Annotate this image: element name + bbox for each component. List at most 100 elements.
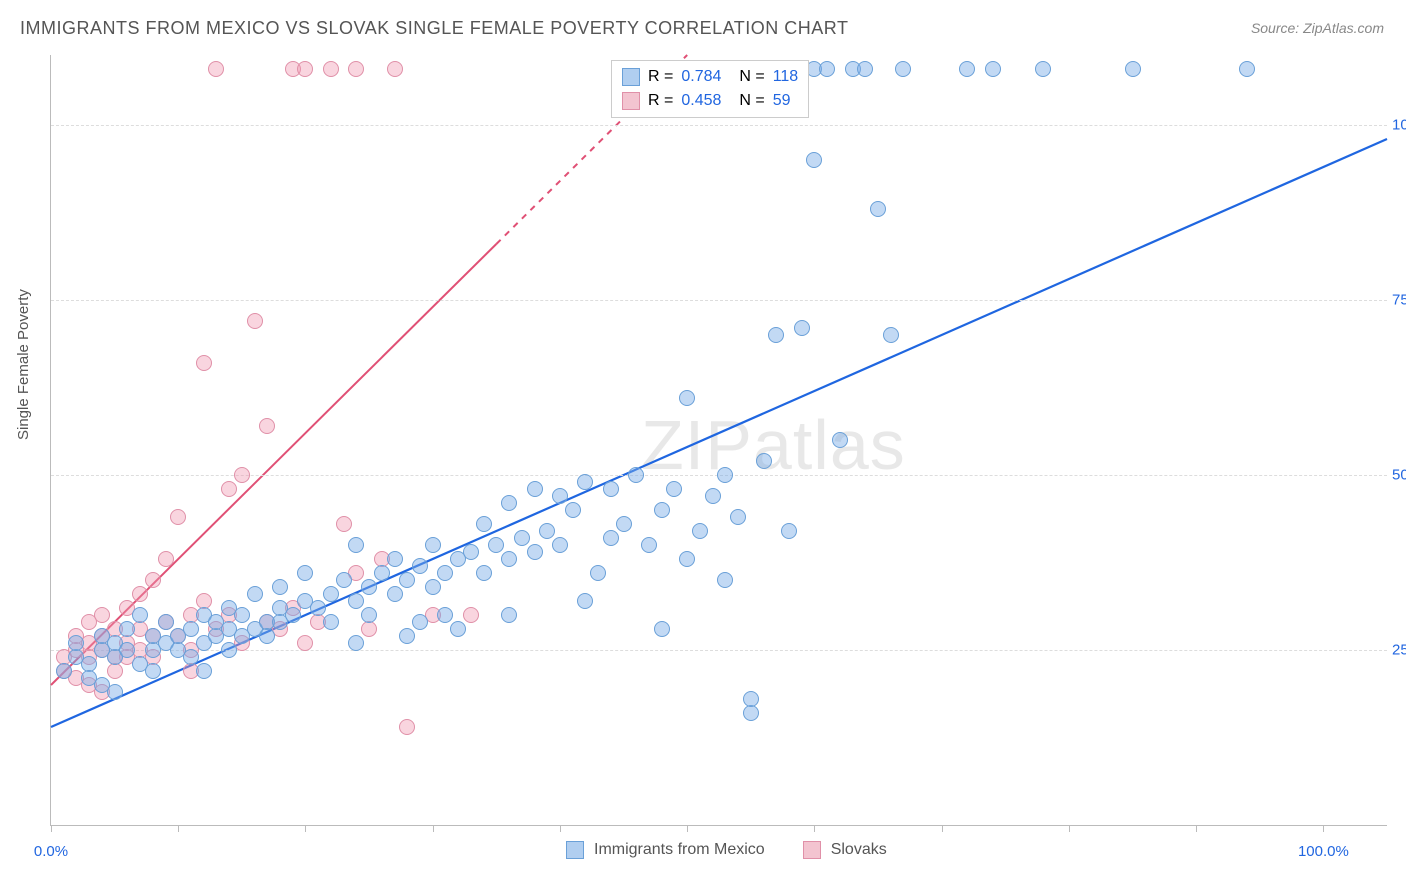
x-tick <box>1196 825 1197 832</box>
mexico-point <box>399 572 415 588</box>
scatter-plot-area: ZIPatlas R = 0.784 N = 118 R = 0.458 N =… <box>50 55 1387 826</box>
mexico-point <box>616 516 632 532</box>
x-tick <box>178 825 179 832</box>
mexico-point <box>692 523 708 539</box>
legend-slovak-R-value: 0.458 <box>681 89 731 113</box>
slovak-point <box>94 607 110 623</box>
y-tick-label: 25.0% <box>1392 642 1406 659</box>
series-legend: Immigrants from Mexico Slovaks <box>566 841 887 859</box>
y-tick-label: 100.0% <box>1392 117 1406 134</box>
mexico-point <box>654 621 670 637</box>
x-tick <box>1069 825 1070 832</box>
mexico-point <box>56 663 72 679</box>
mexico-point <box>412 614 428 630</box>
x-tick-label: 0.0% <box>34 843 68 860</box>
mexico-point <box>501 607 517 623</box>
mexico-point <box>348 593 364 609</box>
x-tick <box>305 825 306 832</box>
x-tick <box>1323 825 1324 832</box>
mexico-point <box>361 579 377 595</box>
slovak-point <box>387 61 403 77</box>
slovak-point <box>170 509 186 525</box>
trend-line <box>51 139 1387 727</box>
mexico-point <box>348 537 364 553</box>
x-tick <box>51 825 52 832</box>
mexico-point <box>1125 61 1141 77</box>
mexico-point <box>985 61 1001 77</box>
slovak-point <box>297 61 313 77</box>
y-axis-title: Single Female Poverty <box>15 289 32 440</box>
slovak-point <box>234 467 250 483</box>
slovak-point <box>297 635 313 651</box>
chart-title: IMMIGRANTS FROM MEXICO VS SLOVAK SINGLE … <box>20 18 848 39</box>
slovak-point <box>132 586 148 602</box>
legend-R-label: R = <box>648 65 673 89</box>
slovak-point <box>158 551 174 567</box>
gridline-horizontal <box>51 300 1387 301</box>
slovak-point <box>221 481 237 497</box>
mexico-point <box>412 558 428 574</box>
mexico-point <box>527 544 543 560</box>
mexico-point <box>959 61 975 77</box>
mexico-point <box>501 495 517 511</box>
mexico-point <box>577 474 593 490</box>
gridline-horizontal <box>51 650 1387 651</box>
mexico-point <box>272 579 288 595</box>
mexico-point <box>768 327 784 343</box>
mexico-point <box>1035 61 1051 77</box>
mexico-point <box>730 509 746 525</box>
mexico-point <box>857 61 873 77</box>
legend-row-mexico: R = 0.784 N = 118 <box>622 65 798 89</box>
slovak-point <box>145 572 161 588</box>
x-tick <box>433 825 434 832</box>
mexico-point <box>679 390 695 406</box>
mexico-point <box>666 481 682 497</box>
mexico-point <box>590 565 606 581</box>
legend-row-slovak: R = 0.458 N = 59 <box>622 89 798 113</box>
mexico-point <box>183 621 199 637</box>
mexico-point <box>895 61 911 77</box>
y-tick-label: 50.0% <box>1392 467 1406 484</box>
slovak-point <box>107 663 123 679</box>
mexico-point <box>552 537 568 553</box>
mexico-point <box>501 551 517 567</box>
mexico-point <box>552 488 568 504</box>
mexico-point <box>781 523 797 539</box>
mexico-point <box>336 572 352 588</box>
mexico-point <box>806 152 822 168</box>
mexico-point <box>1239 61 1255 77</box>
mexico-point <box>743 705 759 721</box>
y-tick-label: 75.0% <box>1392 292 1406 309</box>
mexico-point <box>361 607 377 623</box>
legend-N-label: N = <box>739 65 764 89</box>
mexico-point <box>259 628 275 644</box>
mexico-point <box>68 635 84 651</box>
swatch-mexico-icon <box>622 68 640 86</box>
mexico-point <box>323 586 339 602</box>
mexico-point <box>705 488 721 504</box>
trend-lines-layer <box>51 55 1387 825</box>
mexico-point <box>323 614 339 630</box>
watermark-text: ZIPatlas <box>641 405 906 485</box>
slovak-point <box>323 61 339 77</box>
x-tick-label: 100.0% <box>1298 843 1349 860</box>
mexico-point <box>221 642 237 658</box>
mexico-point <box>387 551 403 567</box>
mexico-point <box>348 635 364 651</box>
legend-R-label: R = <box>648 89 673 113</box>
mexico-point <box>641 537 657 553</box>
mexico-point <box>119 642 135 658</box>
mexico-point <box>94 677 110 693</box>
legend-slovak-label: Slovaks <box>831 841 887 859</box>
x-tick <box>560 825 561 832</box>
mexico-point <box>654 502 670 518</box>
mexico-point <box>565 502 581 518</box>
slovak-point <box>399 719 415 735</box>
mexico-point <box>158 614 174 630</box>
mexico-point <box>870 201 886 217</box>
mexico-point <box>476 565 492 581</box>
mexico-point <box>450 621 466 637</box>
mexico-point <box>196 663 212 679</box>
gridline-horizontal <box>51 125 1387 126</box>
swatch-mexico-icon <box>566 841 584 859</box>
